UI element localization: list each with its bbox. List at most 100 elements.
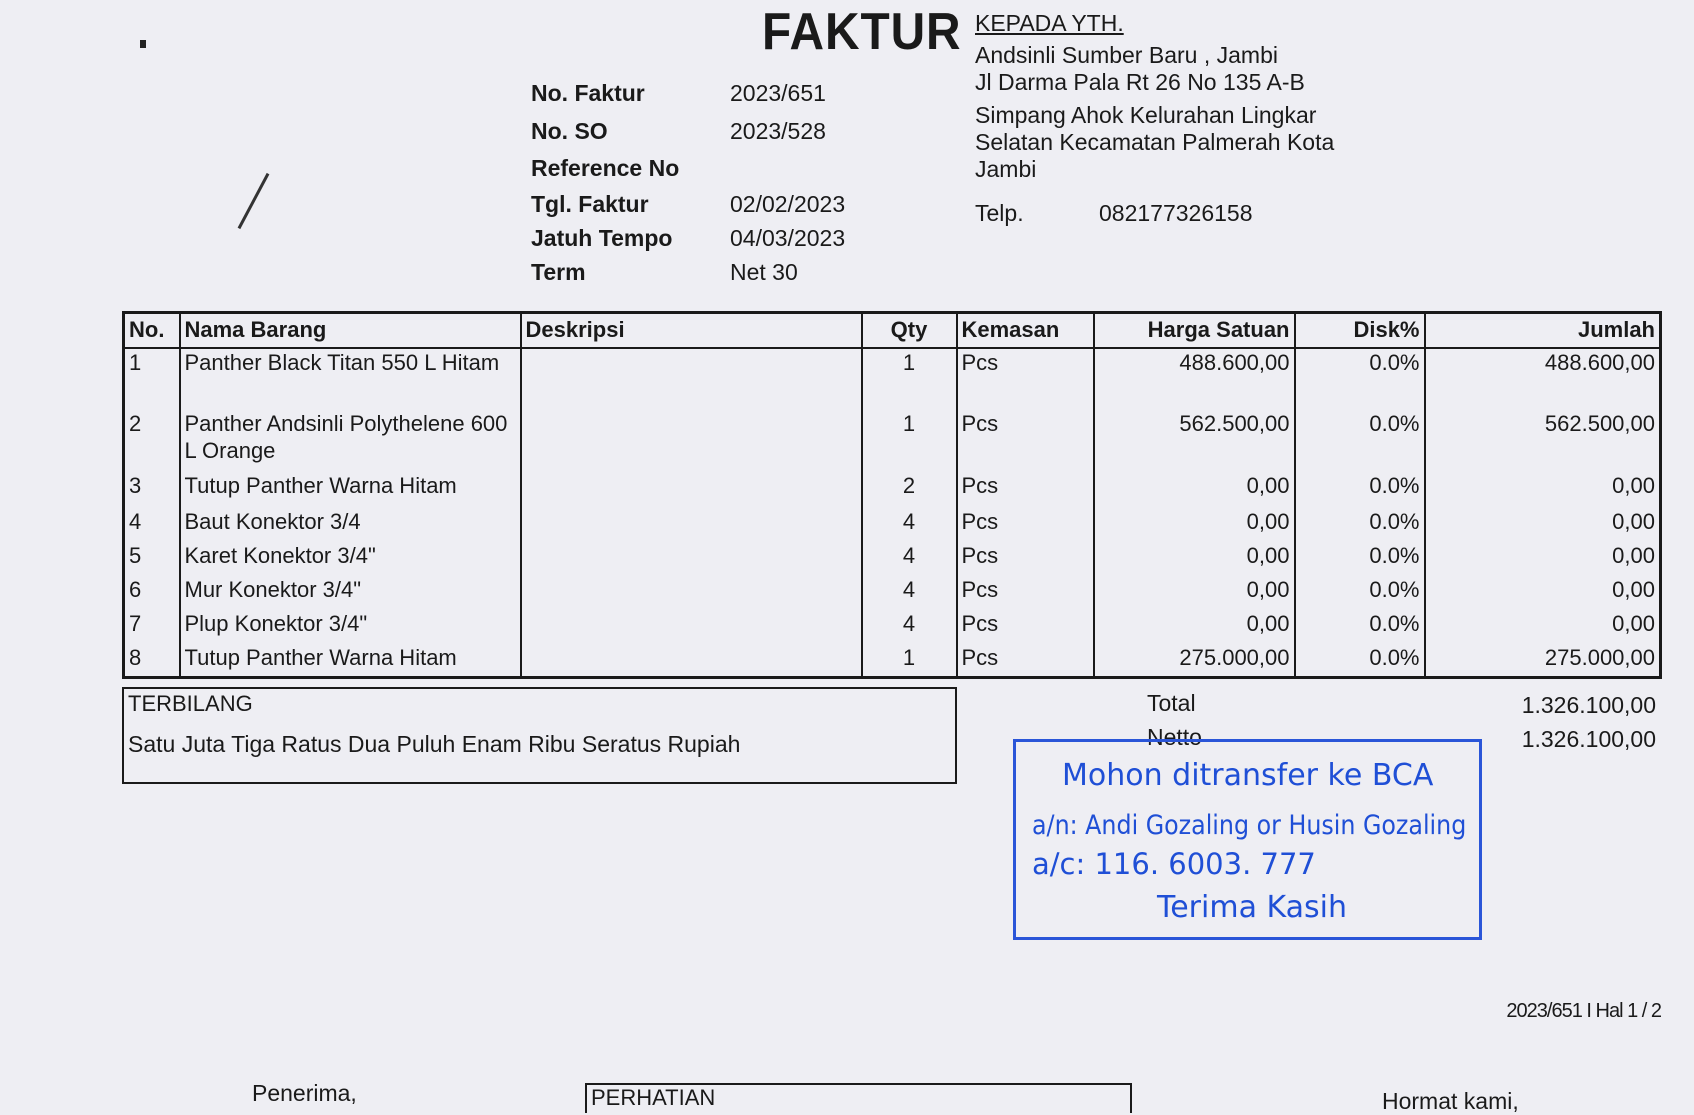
recipient-address: Andsinli Sumber Baru , Jambi Jl Darma Pa… xyxy=(975,42,1334,183)
table-cell xyxy=(519,541,863,576)
table-row: 4 Baut Konektor 3/4 4 Pcs 0,00 0.0% 0,00 xyxy=(122,507,1662,542)
table-cell: 275.000,00 xyxy=(1092,643,1296,678)
table-cell: 4 xyxy=(860,507,958,542)
meta-value: 2023/651 xyxy=(730,80,826,106)
table-cell: 4 xyxy=(860,609,958,644)
terbilang-text: Satu Juta Tiga Ratus Dua Puluh Enam Ribu… xyxy=(128,731,741,757)
table-cell: Pcs xyxy=(955,575,1095,610)
table-cell: Pcs xyxy=(955,541,1095,576)
address-line: Selatan Kecamatan Palmerah Kota xyxy=(975,129,1335,155)
table-cell: Pcs xyxy=(955,643,1095,678)
table-row: 1 Panther Black Titan 550 L Hitam 1 Pcs 488.… xyxy=(122,347,1662,410)
address-line: Jambi xyxy=(975,156,1037,182)
netto-value: 1.326.100,00 xyxy=(1521,726,1656,752)
column-header: Kemasan xyxy=(955,311,1095,349)
table-cell: 0,00 xyxy=(1423,609,1662,644)
table-cell: 4 xyxy=(122,507,181,542)
notice-label: PERHATIAN xyxy=(591,1085,716,1110)
table-cell xyxy=(519,409,863,472)
table-cell: 0.0% xyxy=(1293,507,1426,542)
table-row: 2 Panther Andsinli Polythelene 600 L Oran… xyxy=(122,409,1662,472)
meta-label: No. Faktur xyxy=(531,80,645,106)
dot-mark xyxy=(140,40,146,48)
meta-label: Reference No xyxy=(531,155,680,181)
meta-value: Net 30 xyxy=(730,259,798,285)
table-cell: 0.0% xyxy=(1293,609,1426,644)
table-cell: 0,00 xyxy=(1423,507,1662,542)
total-value: 1.326.100,00 xyxy=(1521,692,1656,718)
table-cell xyxy=(519,575,863,610)
table-cell xyxy=(519,347,863,410)
table-row: 6 Mur Konektor 3/4" 4 Pcs 0,00 0.0% 0,00 xyxy=(122,575,1662,610)
meta-value: 04/03/2023 xyxy=(730,225,846,251)
table-row: 3 Tutup Panther Warna Hitam 2 Pcs 0,00 0.0% 0,… xyxy=(122,471,1662,508)
column-header: Harga Satuan xyxy=(1092,311,1296,349)
stamp-line: a/c: 116. 6003. 777 xyxy=(1032,847,1316,881)
table-cell: 1 xyxy=(860,409,958,472)
table-cell: Pcs xyxy=(955,507,1095,542)
table-cell: Baut Konektor 3/4 xyxy=(178,507,522,542)
table-cell: Panther Black Titan 550 L Hitam xyxy=(178,347,522,410)
table-cell: 3 xyxy=(122,471,181,508)
phone-label: Telp. xyxy=(975,200,1024,226)
table-cell: 2 xyxy=(122,409,181,472)
table-cell xyxy=(519,609,863,644)
table-cell: 275.000,00 xyxy=(1423,643,1662,678)
table-cell: 0,00 xyxy=(1092,575,1296,610)
document-title: FAKTUR xyxy=(762,3,962,61)
column-header: Qty xyxy=(860,311,958,349)
table-cell: 0,00 xyxy=(1423,471,1662,508)
table-cell xyxy=(519,643,863,678)
table-cell: 1 xyxy=(860,347,958,410)
column-header: Nama Barang xyxy=(178,311,522,349)
table-cell: 0,00 xyxy=(1423,541,1662,576)
table-cell: 0,00 xyxy=(1423,575,1662,610)
table-cell: 6 xyxy=(122,575,181,610)
regards-label: Hormat kami, xyxy=(1382,1088,1519,1114)
table-cell: 0.0% xyxy=(1293,409,1426,472)
table-cell: 562.500,00 xyxy=(1092,409,1296,472)
table-cell: Pcs xyxy=(955,409,1095,472)
page-number: 2023/651 I Hal 1 / 2 xyxy=(1506,1000,1662,1022)
table-cell: 562.500,00 xyxy=(1423,409,1662,472)
pen-mark xyxy=(237,172,270,230)
column-header: Deskripsi xyxy=(519,311,863,349)
column-header: No. xyxy=(122,311,181,349)
address-line: Andsinli Sumber Baru , Jambi xyxy=(975,42,1278,68)
table-cell: 488.600,00 xyxy=(1092,347,1296,410)
table-cell: 8 xyxy=(122,643,181,678)
meta-value: 02/02/2023 xyxy=(730,191,846,217)
terbilang-box: TERBILANG Satu Juta Tiga Ratus Dua Puluh… xyxy=(122,687,957,784)
table-cell: 0.0% xyxy=(1293,541,1426,576)
notice-box: PERHATIAN xyxy=(585,1083,1132,1113)
table-cell: 1 xyxy=(860,643,958,678)
table-cell: 0,00 xyxy=(1092,541,1296,576)
table-cell: 7 xyxy=(122,609,181,644)
table-cell: 5 xyxy=(122,541,181,576)
netto-label: Netto xyxy=(1147,724,1202,750)
table-cell: 0.0% xyxy=(1293,643,1426,678)
table-cell: Tutup Panther Warna Hitam xyxy=(178,643,522,678)
table-row: 5 Karet Konektor 3/4" 4 Pcs 0,00 0.0% 0,00 xyxy=(122,541,1662,576)
bank-transfer-stamp: Mohon ditransfer ke BCA a/n: Andi Gozali… xyxy=(1013,739,1482,940)
items-table: No. Nama Barang Deskripsi Qty Kemasan Harga S… xyxy=(122,311,1662,679)
table-cell: 488.600,00 xyxy=(1423,347,1662,410)
table-cell xyxy=(519,507,863,542)
table-cell: Pcs xyxy=(955,609,1095,644)
table-cell: 0,00 xyxy=(1092,471,1296,508)
meta-value: 2023/528 xyxy=(730,118,826,144)
table-cell: Pcs xyxy=(955,347,1095,410)
table-row: 8 Tutup Panther Warna Hitam 1 Pcs 275.000,00… xyxy=(122,643,1662,678)
stamp-line: Terima Kasih xyxy=(1157,890,1348,925)
table-cell: Tutup Panther Warna Hitam xyxy=(178,471,522,508)
table-cell: Karet Konektor 3/4" xyxy=(178,541,522,576)
address-line: Simpang Ahok Kelurahan Lingkar xyxy=(975,102,1317,128)
total-label: Total xyxy=(1147,690,1196,716)
table-cell: Pcs xyxy=(955,471,1095,508)
meta-label: Term xyxy=(531,259,586,285)
address-line: Jl Darma Pala Rt 26 No 135 A-B xyxy=(975,69,1305,95)
terbilang-label: TERBILANG xyxy=(128,691,253,716)
table-cell: 0,00 xyxy=(1092,609,1296,644)
receiver-label: Penerima, xyxy=(252,1080,357,1106)
table-cell: Plup Konektor 3/4" xyxy=(178,609,522,644)
